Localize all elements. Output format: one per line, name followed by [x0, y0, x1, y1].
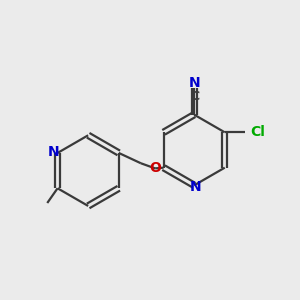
Text: N: N: [190, 180, 202, 194]
Text: N: N: [48, 146, 60, 159]
Text: C: C: [190, 91, 199, 103]
Text: O: O: [149, 161, 161, 176]
Text: N: N: [188, 76, 200, 90]
Text: Cl: Cl: [250, 125, 265, 139]
